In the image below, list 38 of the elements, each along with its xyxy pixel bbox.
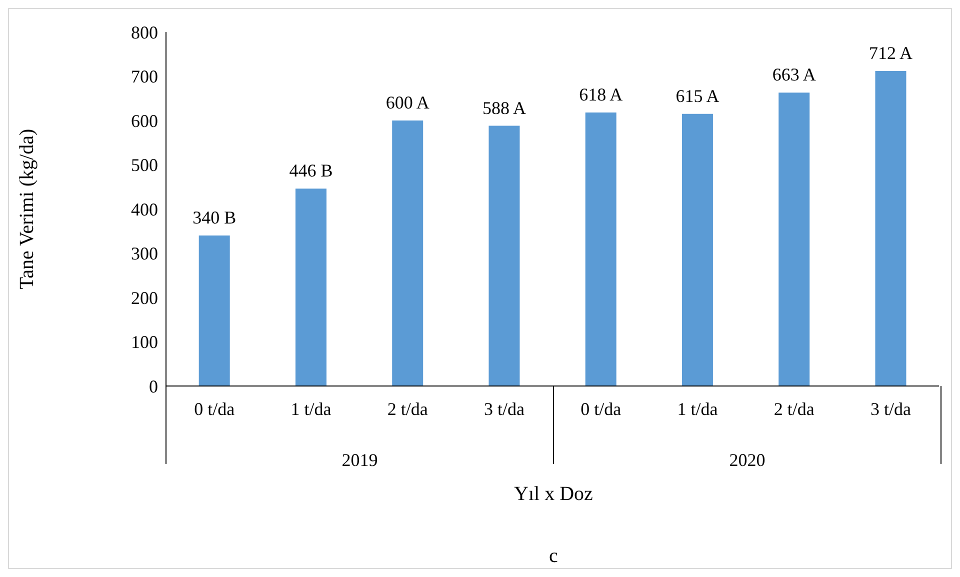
y-tick-label: 800 [131,22,158,42]
bar [585,112,616,386]
data-label: 600 A [386,92,430,112]
x-tick-label: 1 t/da [677,398,718,419]
data-label: 618 A [579,84,623,105]
data-label: 712 A [868,42,912,63]
bar [488,126,520,386]
y-tick-label: 400 [131,199,158,220]
y-tick-label: 300 [131,244,158,264]
bar [392,120,424,386]
y-tick-label: 600 [131,110,158,131]
x-tick-label: 2 t/da [774,398,814,419]
data-label: 663 A [772,64,816,85]
bar [875,70,906,386]
data-label: 588 A [482,98,526,118]
bar [778,92,810,386]
y-tick-label: 0 [149,376,158,396]
data-label: 615 A [676,86,720,106]
data-label: 340 B [192,208,236,228]
y-axis-title: Tane Verimi (kg/da) [16,128,38,290]
x-tick-label: 3 t/da [484,398,524,419]
bar [682,114,713,386]
y-tick-label: 500 [131,155,158,176]
y-tick-label: 200 [131,288,158,308]
y-tick-label: 700 [131,66,158,87]
bar [198,236,230,386]
text: c [549,545,558,567]
x-tick-label: 0 t/da [580,398,622,419]
bar [295,188,326,386]
y-tick-label: 100 [131,332,158,352]
text: 2019 [342,450,378,470]
data-label: 446 B [289,160,333,181]
x-tick-label: 2 t/da [387,398,428,419]
x-axis-title: Yıl x Doz [514,483,594,505]
x-tick-label: 3 t/da [870,398,911,419]
text: 2020 [729,450,766,470]
x-tick-label: 1 t/da [290,398,332,419]
x-tick-label: 0 t/da [194,398,235,419]
